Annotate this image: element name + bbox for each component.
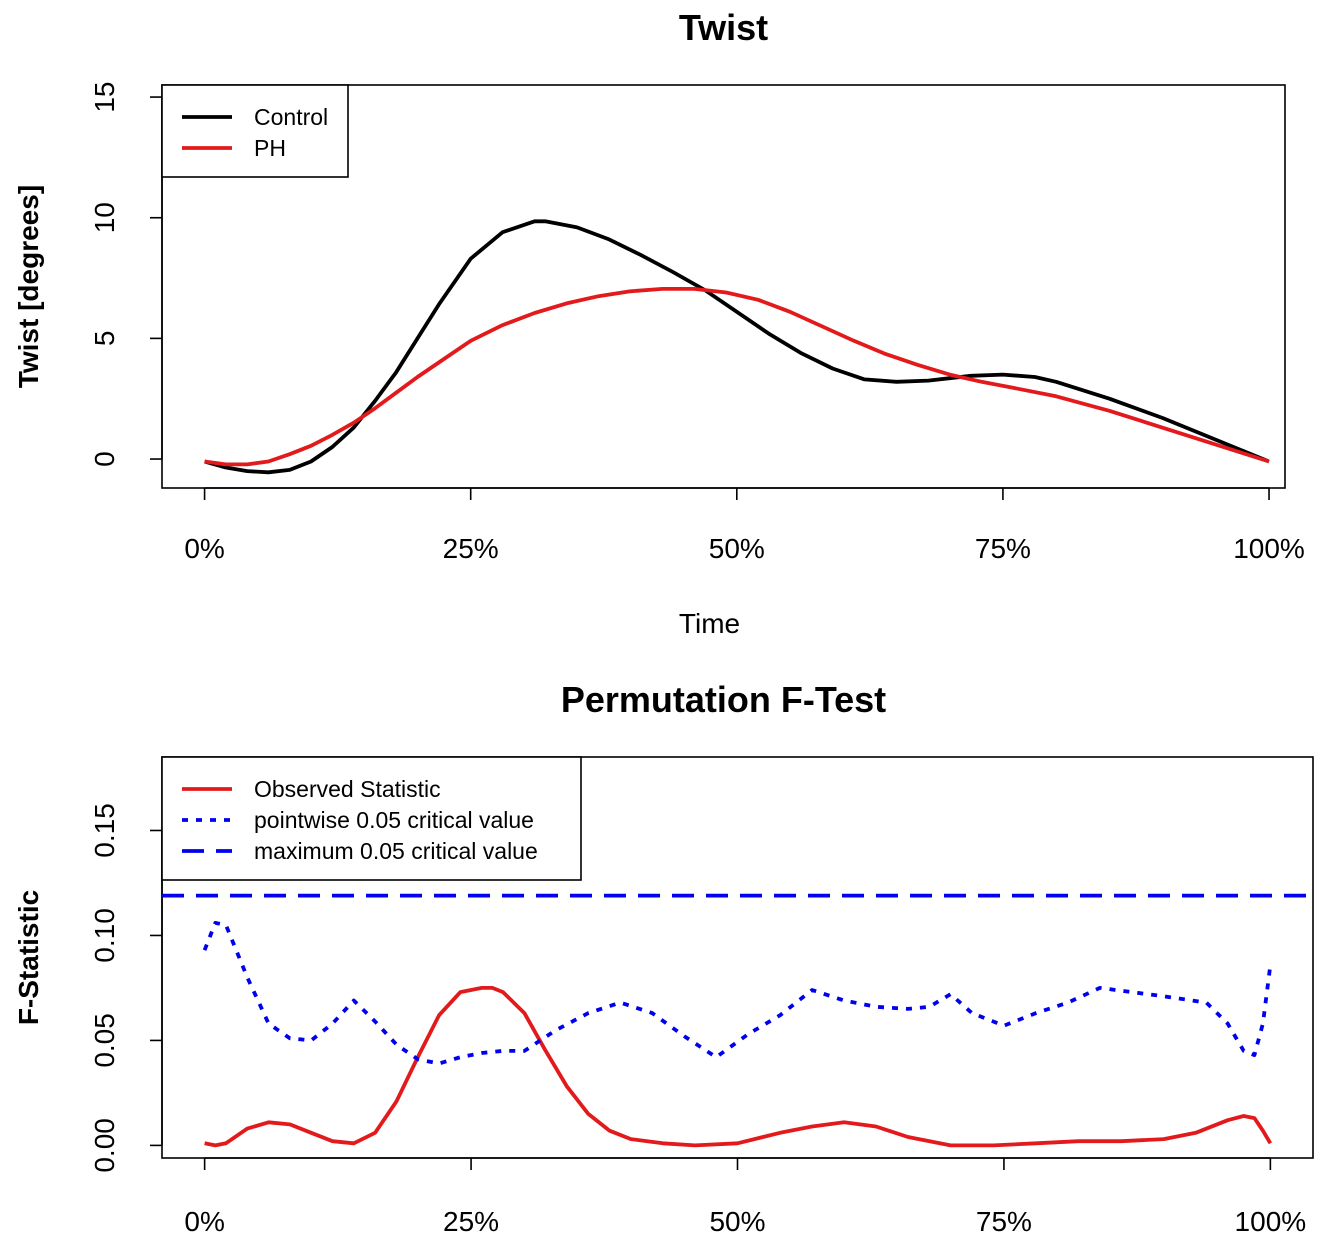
legend-box [161,756,582,881]
chart-title: Twist [679,7,768,48]
series-line-ph [204,286,1270,467]
legend-label: maximum 0.05 critical value [254,838,538,864]
series-line-pointwise-0-05-critical-value [202,921,1273,1066]
y-tick-label: 0 [89,451,120,467]
x-tick-label: 50% [709,1206,765,1234]
x-tick-label: 75% [975,533,1031,564]
y-tick-label: 10 [89,202,120,233]
series-group [162,893,1313,1148]
series-line-control [204,219,1270,475]
y-tick-label: 0.05 [89,1013,120,1068]
y-tick-label: 0.00 [89,1118,120,1173]
legend: Control PH [161,84,349,178]
series-group [204,219,1270,475]
chart-ftest: Permutation F-Test 0% 25% 50% 75% 100% 0.00 0.0… [13,679,1314,1234]
y-axis-title: Twist [degrees] [13,185,44,388]
x-tick-label: 25% [443,533,499,564]
x-tick-label: 0% [184,1206,224,1234]
x-tick-label: 100% [1233,533,1305,564]
x-tick-label: 25% [443,1206,499,1234]
y-tick-label: 5 [89,331,120,347]
legend-label: PH [254,135,286,161]
y-tick-label: 15 [89,81,120,112]
chart-title: Permutation F-Test [561,679,886,720]
x-tick-label: 75% [976,1206,1032,1234]
legend-label: pointwise 0.05 critical value [254,807,534,833]
legend-label: Control [254,104,328,130]
x-tick-label: 0% [184,533,224,564]
y-tick-label: 0.10 [89,908,120,963]
legend: Observed Statistic pointwise 0.05 critica… [161,756,582,881]
series-line-observed-statistic [204,986,1273,1148]
legend-box [161,84,349,178]
chart-twist: Twist 0% 25% 50% 75% 100% 0 5 10 15 Time Twist [deg… [13,7,1305,639]
y-axis-title: F-Statistic [13,890,44,1025]
x-tick-label: 100% [1235,1206,1307,1234]
legend-label: Observed Statistic [254,776,441,802]
x-tick-label: 50% [709,533,765,564]
y-tick-label: 0.15 [89,803,120,858]
x-axis-title: Time [679,608,740,639]
